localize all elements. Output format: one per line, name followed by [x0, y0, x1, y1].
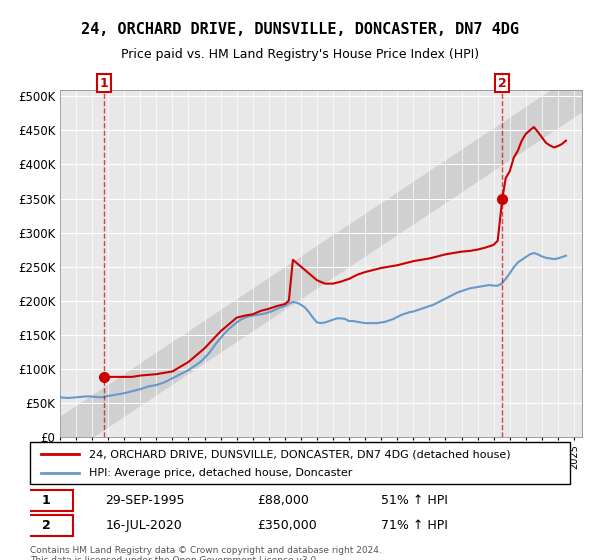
Text: 16-JUL-2020: 16-JUL-2020: [106, 519, 182, 532]
Text: £88,000: £88,000: [257, 494, 308, 507]
Text: 2: 2: [42, 519, 50, 532]
Text: 24, ORCHARD DRIVE, DUNSVILLE, DONCASTER, DN7 4DG: 24, ORCHARD DRIVE, DUNSVILLE, DONCASTER,…: [81, 22, 519, 38]
FancyBboxPatch shape: [19, 489, 73, 511]
Text: 29-SEP-1995: 29-SEP-1995: [106, 494, 185, 507]
Text: £350,000: £350,000: [257, 519, 317, 532]
FancyBboxPatch shape: [19, 515, 73, 536]
Text: 71% ↑ HPI: 71% ↑ HPI: [381, 519, 448, 532]
Text: 2: 2: [498, 77, 507, 90]
Text: Contains HM Land Registry data © Crown copyright and database right 2024.
This d: Contains HM Land Registry data © Crown c…: [30, 546, 382, 560]
Text: 1: 1: [100, 77, 109, 90]
FancyBboxPatch shape: [30, 442, 570, 484]
Text: 24, ORCHARD DRIVE, DUNSVILLE, DONCASTER, DN7 4DG (detached house): 24, ORCHARD DRIVE, DUNSVILLE, DONCASTER,…: [89, 449, 511, 459]
Text: 1: 1: [42, 494, 50, 507]
Text: HPI: Average price, detached house, Doncaster: HPI: Average price, detached house, Donc…: [89, 468, 353, 478]
Text: 51% ↑ HPI: 51% ↑ HPI: [381, 494, 448, 507]
Text: Price paid vs. HM Land Registry's House Price Index (HPI): Price paid vs. HM Land Registry's House …: [121, 48, 479, 60]
